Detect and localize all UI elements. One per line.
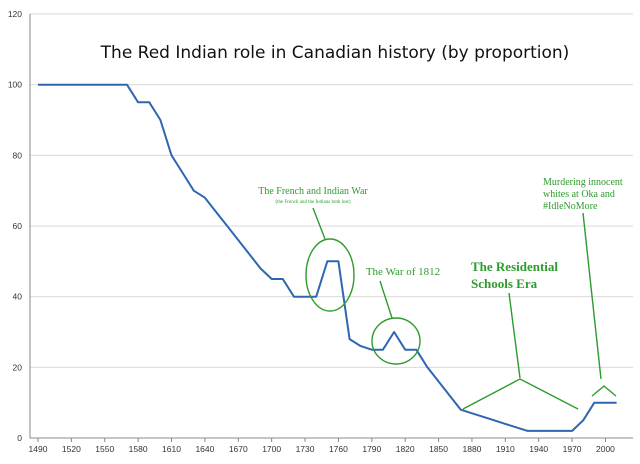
oka-bracket	[591, 385, 617, 397]
axes	[29, 14, 633, 442]
series	[38, 83, 617, 432]
x-tick-label: 1670	[229, 444, 248, 454]
war-1812-pointer	[379, 280, 393, 319]
x-tick-label: 1550	[95, 444, 114, 454]
french-indian-war-circle	[305, 238, 355, 312]
oka-pointer	[582, 212, 602, 380]
french-indian-war-sublabel: (the French and the Indians both lost)	[276, 200, 351, 205]
y-tick-label: 40	[13, 292, 23, 302]
x-tick-label: 1700	[262, 444, 281, 454]
x-tick-label: 1880	[462, 444, 481, 454]
x-tick-label: 1760	[329, 444, 348, 454]
y-tick-label: 80	[13, 150, 23, 160]
chart-title: The Red Indian role in Canadian history …	[100, 43, 570, 63]
y-tick-label: 20	[13, 362, 23, 372]
x-tick-label: 1940	[529, 444, 548, 454]
y-tick-label: 100	[8, 80, 22, 90]
residential-schools-bracket	[462, 378, 579, 410]
x-tick-label: 1790	[362, 444, 381, 454]
war-1812-circle	[371, 317, 421, 365]
gridlines	[30, 13, 633, 368]
war-1812-label: The War of 1812	[366, 266, 440, 278]
oka-label-line1: Murdering innocent	[543, 177, 623, 188]
x-tick-label: 1820	[396, 444, 415, 454]
x-tick-label: 1610	[162, 444, 181, 454]
y-tick-label: 0	[17, 433, 22, 443]
oka-label-line3: #IdleNoMore	[543, 201, 598, 212]
annotations: The French and Indian War (the French an…	[258, 177, 623, 410]
residential-schools-label-line1: The Residential	[471, 259, 558, 274]
x-tick-label: 1850	[429, 444, 448, 454]
x-tick-label: 1490	[29, 444, 48, 454]
x-tick-label: 1580	[129, 444, 148, 454]
y-tick-label: 120	[8, 9, 22, 19]
x-tick-label: 2000	[596, 444, 615, 454]
x-tick-label: 1730	[296, 444, 315, 454]
x-tick-label: 1640	[195, 444, 214, 454]
y-tick-label: 60	[13, 221, 23, 231]
x-tick-label: 1970	[563, 444, 582, 454]
series-line-0	[38, 83, 617, 432]
y-axis-ticks: 0 20 40 60 80 100 120	[8, 9, 22, 443]
residential-schools-pointer	[508, 292, 521, 379]
x-tick-label: 1520	[62, 444, 81, 454]
oka-label-line2: whites at Oka and	[543, 189, 615, 200]
french-indian-war-pointer	[312, 207, 326, 240]
french-indian-war-label: The French and Indian War	[258, 186, 368, 197]
residential-schools-label-line2: Schools Era	[471, 276, 538, 291]
x-tick-label: 1910	[496, 444, 515, 454]
x-axis-ticks: 1490 1520 1550 1580 1610 1640 1670 1700 1730 1760…	[29, 444, 616, 454]
